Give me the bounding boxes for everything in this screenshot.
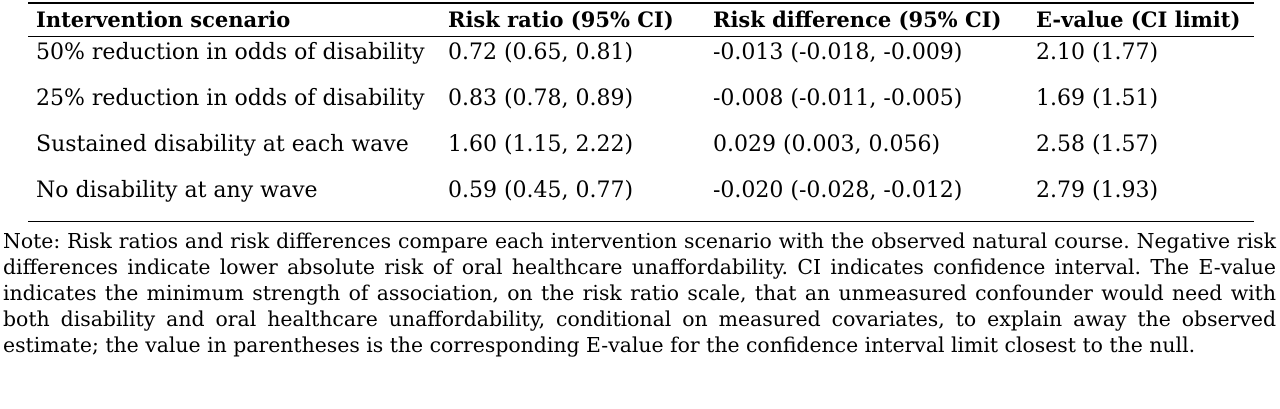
row-1-e-value: 2.10 (1.77) xyxy=(1036,40,1159,65)
row-4-e-value: 2.79 (1.93) xyxy=(1036,178,1159,203)
header-risk-ratio: Risk ratio (95% CI) xyxy=(448,7,674,32)
row-3-risk-difference: 0.029 (0.003, 0.056) xyxy=(713,132,941,157)
row-2-risk-difference: -0.008 (-0.011, -0.005) xyxy=(713,86,963,111)
table-top-rule xyxy=(28,2,1254,4)
table-note: Note: Risk ratios and risk differences c… xyxy=(3,229,1276,357)
row-4-risk-ratio: 0.59 (0.45, 0.77) xyxy=(448,178,634,203)
row-2-scenario: 25% reduction in odds of disability xyxy=(36,86,425,111)
row-2-risk-ratio: 0.83 (0.78, 0.89) xyxy=(448,86,634,111)
header-intervention-scenario: Intervention scenario xyxy=(36,7,291,32)
row-1-scenario: 50% reduction in odds of disability xyxy=(36,40,425,65)
row-3-e-value: 2.58 (1.57) xyxy=(1036,132,1159,157)
row-3-risk-ratio: 1.60 (1.15, 2.22) xyxy=(448,132,634,157)
table-bottom-rule xyxy=(28,221,1254,222)
row-2-e-value: 1.69 (1.51) xyxy=(1036,86,1159,111)
row-4-scenario: No disability at any wave xyxy=(36,178,318,203)
row-3-scenario: Sustained disability at each wave xyxy=(36,132,409,157)
row-1-risk-difference: -0.013 (-0.018, -0.009) xyxy=(713,40,963,65)
table-header-rule xyxy=(28,36,1254,37)
row-1-risk-ratio: 0.72 (0.65, 0.81) xyxy=(448,40,634,65)
header-e-value: E-value (CI limit) xyxy=(1036,7,1241,32)
header-risk-difference: Risk difference (95% CI) xyxy=(713,7,1002,32)
row-4-risk-difference: -0.020 (-0.028, -0.012) xyxy=(713,178,963,203)
